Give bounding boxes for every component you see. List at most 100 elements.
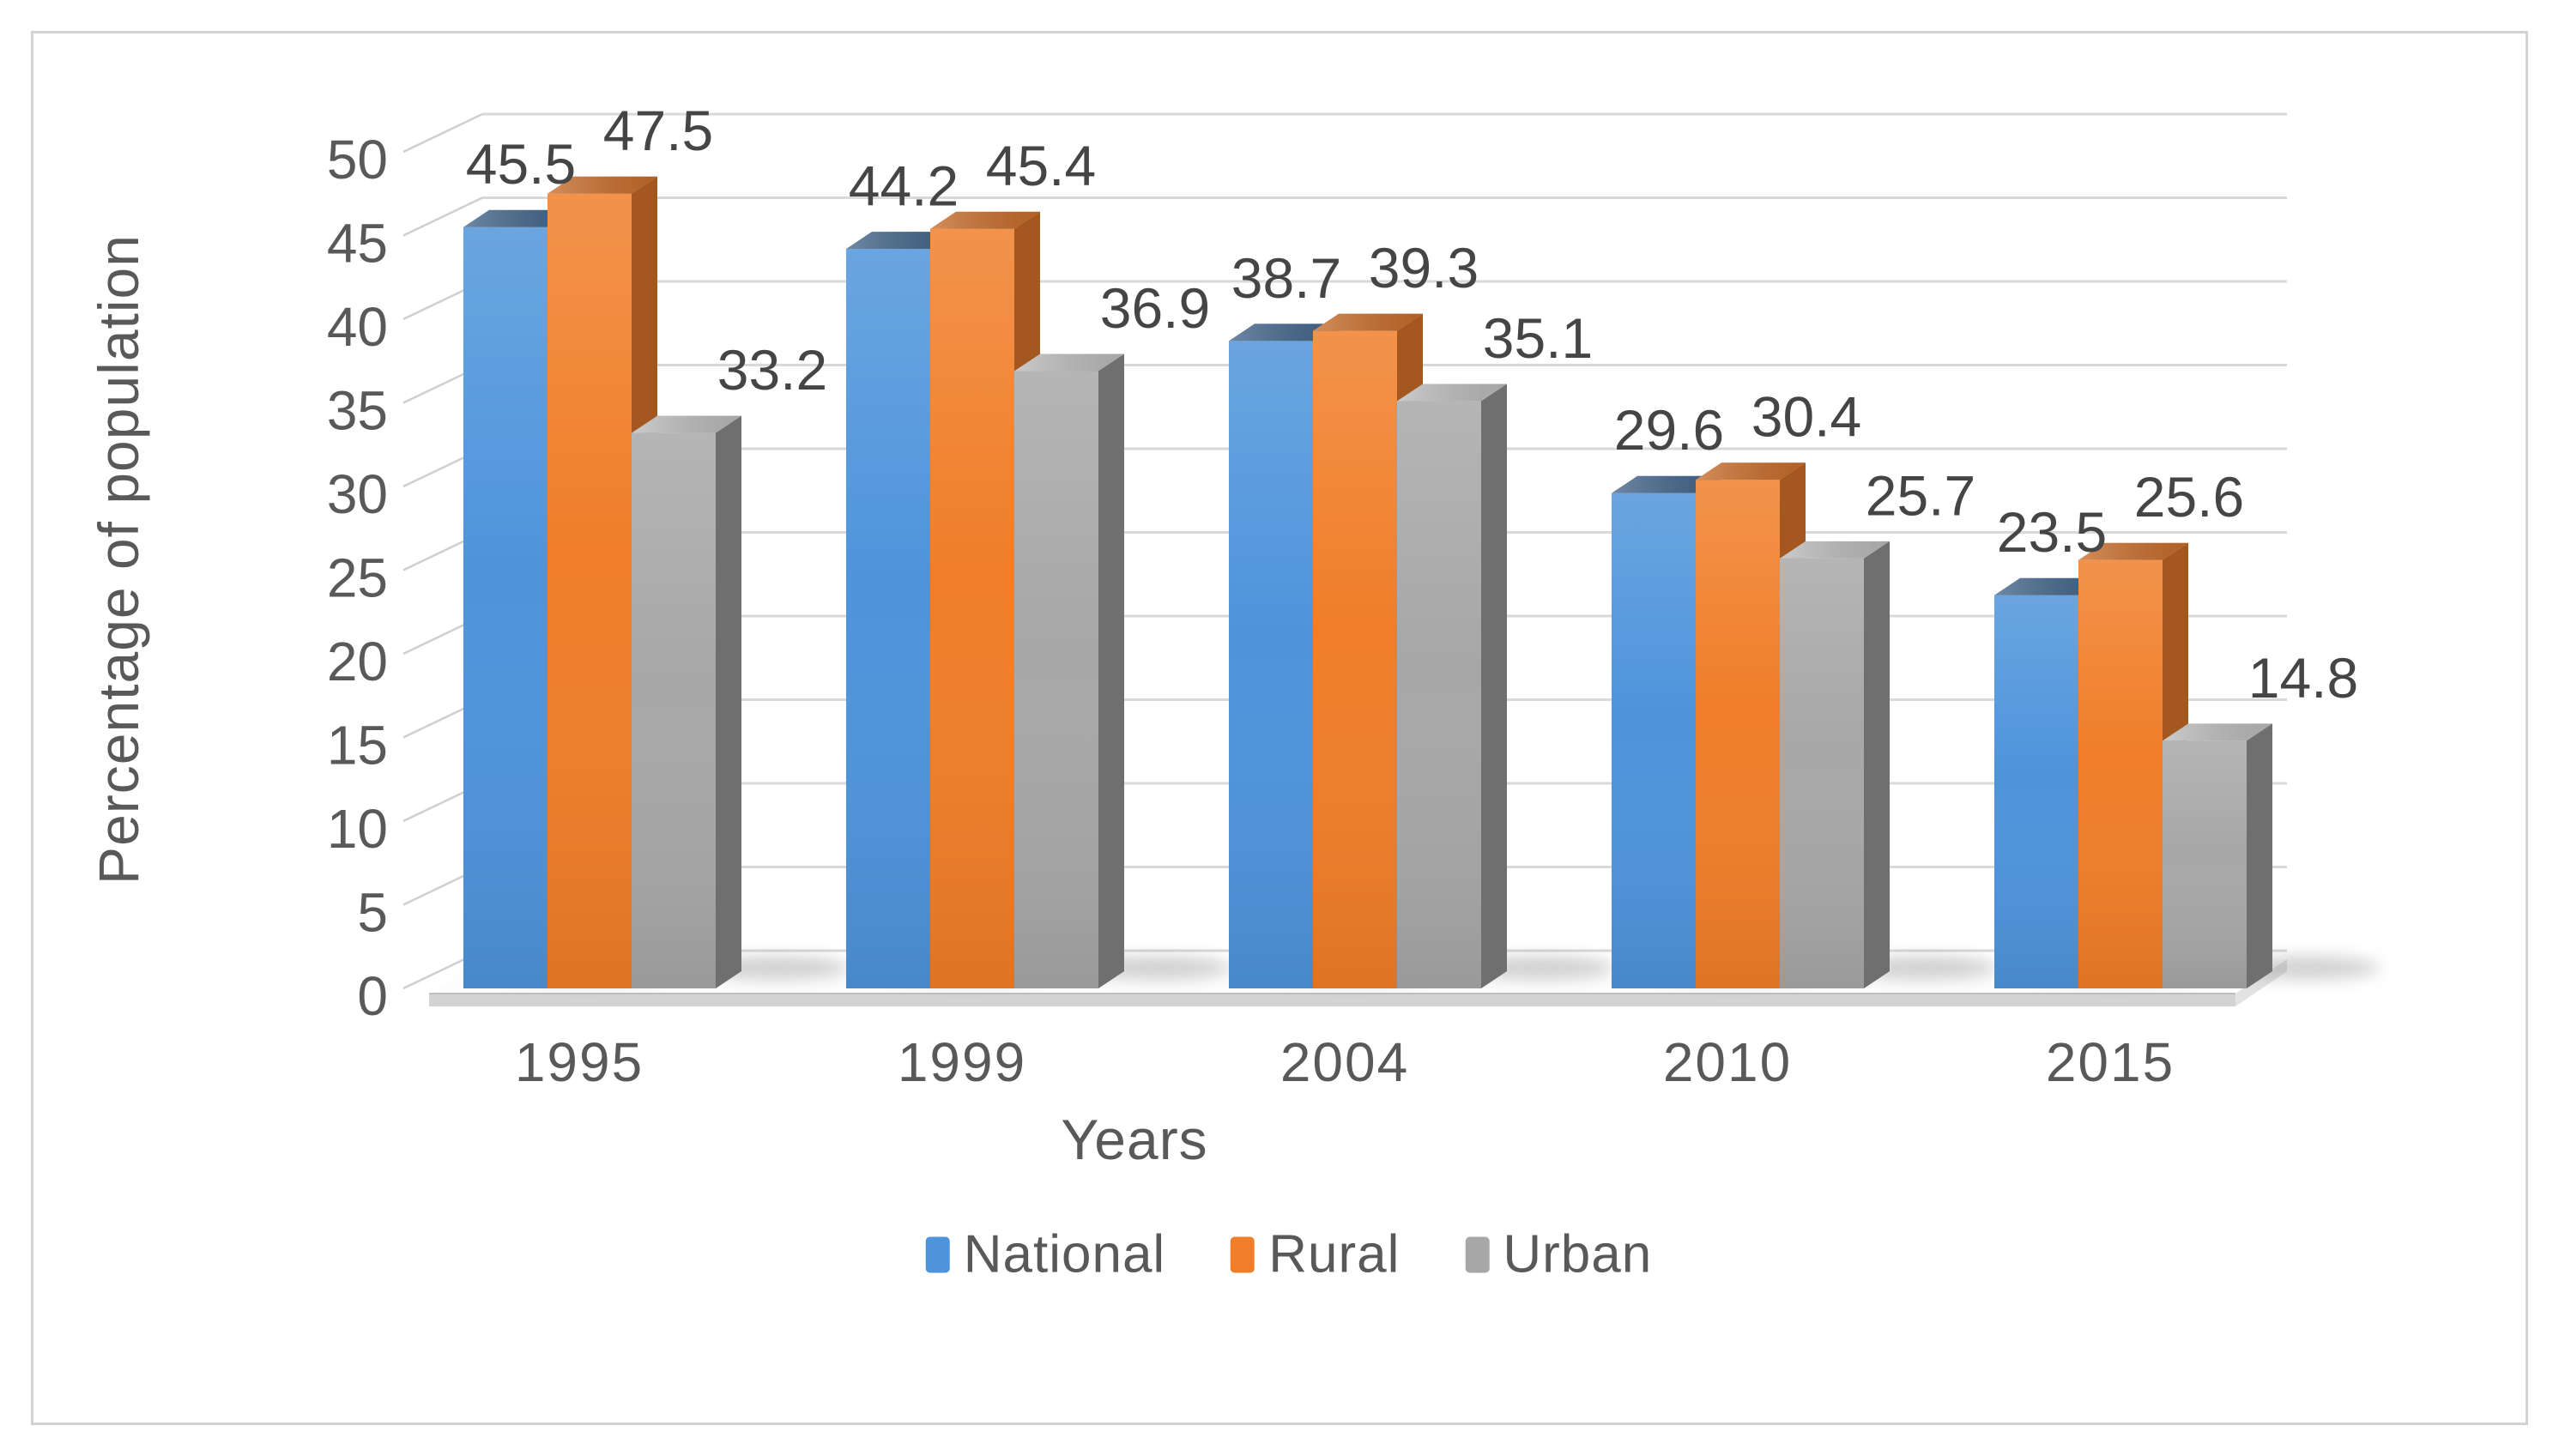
ytick-label-45: 45 xyxy=(327,212,388,274)
bar-group-2010 xyxy=(1612,462,1890,988)
bar-top-sheen xyxy=(1229,323,1339,341)
y-axis-ticks: 0 5 10 15 20 25 30 35 40 45 50 xyxy=(327,112,483,1027)
bar-top-sheen xyxy=(930,211,1040,229)
ytick-label-30: 30 xyxy=(327,463,388,525)
ytick-label-20: 20 xyxy=(327,631,388,692)
value-label-urban-2010: 25.7 xyxy=(1866,463,1975,527)
value-label-national-2010: 29.6 xyxy=(1614,398,1724,462)
bar-front-sheen xyxy=(1397,401,1481,988)
bar-top-sheen xyxy=(632,415,741,433)
bar-urban-2015 xyxy=(2163,723,2272,988)
bar-urban-1999 xyxy=(1014,353,1124,988)
bar-front-sheen xyxy=(1696,480,1780,988)
x-axis-labels: 1995 1999 2004 2010 2015 xyxy=(515,1031,2175,1093)
bar-side-face xyxy=(716,415,741,989)
legend-swatch-urban-icon xyxy=(1465,1236,1490,1272)
legend-label-national: National xyxy=(963,1224,1166,1284)
x-axis-title: Years xyxy=(1061,1108,1208,1171)
y-axis-title: Percentage of population xyxy=(87,234,150,885)
bar-top-sheen xyxy=(1780,541,1890,559)
bar-group-2015 xyxy=(1994,542,2272,988)
xtick-label-1999: 1999 xyxy=(898,1031,1026,1093)
legend-item-urban: Urban xyxy=(1465,1224,1652,1285)
bar-front-sheen xyxy=(632,432,716,989)
bar-group-2004 xyxy=(1229,313,1507,989)
bar-front-sheen xyxy=(846,249,930,989)
bar-rural-2015 xyxy=(2078,542,2188,988)
value-label-rural-2010: 30.4 xyxy=(1751,385,1861,449)
bar-side-face xyxy=(2247,723,2272,988)
bar-side-face xyxy=(1098,353,1124,988)
bar-side-face xyxy=(1864,541,1890,988)
bar-front-sheen xyxy=(1313,330,1397,988)
legend-label-rural: Rural xyxy=(1268,1224,1400,1284)
bar-rural-2010 xyxy=(1696,462,1806,988)
legend-item-rural: Rural xyxy=(1231,1224,1400,1285)
bar-group-1999 xyxy=(846,211,1124,989)
ytick-label-40: 40 xyxy=(327,296,388,358)
bar-top-sheen xyxy=(463,209,573,227)
value-label-urban-2015: 14.8 xyxy=(2248,646,2358,710)
ytick-label-10: 10 xyxy=(327,798,388,860)
bar-top-sheen xyxy=(2163,723,2272,741)
bar-front-sheen xyxy=(2163,740,2247,988)
bar-front-sheen xyxy=(1014,371,1098,988)
bar-side-face xyxy=(1481,384,1507,988)
ytick-label-15: 15 xyxy=(327,714,388,776)
value-label-rural-2004: 39.3 xyxy=(1369,236,1479,299)
floor-front-band xyxy=(429,994,2235,1006)
bar-top-sheen xyxy=(1014,353,1124,372)
bar-urban-2004 xyxy=(1397,384,1507,988)
bar-front-sheen xyxy=(1994,595,2078,988)
bar-front-sheen xyxy=(463,227,547,988)
ytick-label-50: 50 xyxy=(327,129,388,190)
ytick-label-0: 0 xyxy=(357,965,388,1027)
ytick-label-5: 5 xyxy=(357,881,388,943)
legend-swatch-national-icon xyxy=(925,1236,950,1272)
value-label-national-2004: 38.7 xyxy=(1231,246,1341,310)
value-label-urban-2004: 35.1 xyxy=(1483,306,1593,370)
bar-front-sheen xyxy=(547,193,632,988)
bar-urban-1995 xyxy=(632,415,741,989)
bars xyxy=(463,176,2272,989)
bar-front-sheen xyxy=(1229,341,1313,989)
bar-top-sheen xyxy=(1313,313,1423,331)
legend: National Rural Urban xyxy=(925,1224,1653,1285)
xtick-label-2010: 2010 xyxy=(1663,1031,1792,1093)
bar-front-sheen xyxy=(2078,559,2163,988)
ytick-label-35: 35 xyxy=(327,379,388,441)
bar-top-sheen xyxy=(2078,542,2188,560)
xtick-label-2004: 2004 xyxy=(1280,1031,1409,1093)
tick-connector-50 xyxy=(402,112,483,154)
bar-top-sheen xyxy=(1994,577,2104,595)
value-label-rural-1999: 45.4 xyxy=(986,134,1096,197)
bar-top-sheen xyxy=(1397,384,1507,402)
value-label-national-2015: 23.5 xyxy=(1997,500,2107,564)
bar-national-1999 xyxy=(846,232,956,989)
bar-top-sheen xyxy=(1696,462,1806,480)
value-label-rural-2015: 25.6 xyxy=(2134,465,2244,529)
xtick-label-2015: 2015 xyxy=(2046,1031,2175,1093)
legend-swatch-rural-icon xyxy=(1231,1236,1255,1272)
value-label-rural-1995: 47.5 xyxy=(603,99,713,162)
bar-front-sheen xyxy=(1780,558,1864,988)
bar-top-sheen xyxy=(846,232,956,250)
xtick-label-1995: 1995 xyxy=(515,1031,644,1093)
bar-front-sheen xyxy=(930,228,1014,988)
legend-item-national: National xyxy=(925,1224,1166,1285)
tick-connector-45 xyxy=(402,196,483,237)
ytick-label-25: 25 xyxy=(327,547,388,608)
bar-top-sheen xyxy=(1612,475,1721,493)
bar-top-sheen xyxy=(547,176,657,194)
bar-rural-1995 xyxy=(547,176,657,988)
value-label-urban-1999: 36.9 xyxy=(1100,276,1210,340)
value-label-urban-1995: 33.2 xyxy=(717,338,827,402)
value-labels: 45.5 47.5 33.2 44.2 45.4 36.9 38.7 39.335.1 29.6… xyxy=(466,99,2358,710)
bar-group-1995 xyxy=(463,176,741,989)
chart-border xyxy=(31,31,2528,1425)
bar-urban-2010 xyxy=(1780,541,1890,988)
bar-front-sheen xyxy=(1612,492,1696,988)
value-label-national-1995: 45.5 xyxy=(466,132,576,196)
